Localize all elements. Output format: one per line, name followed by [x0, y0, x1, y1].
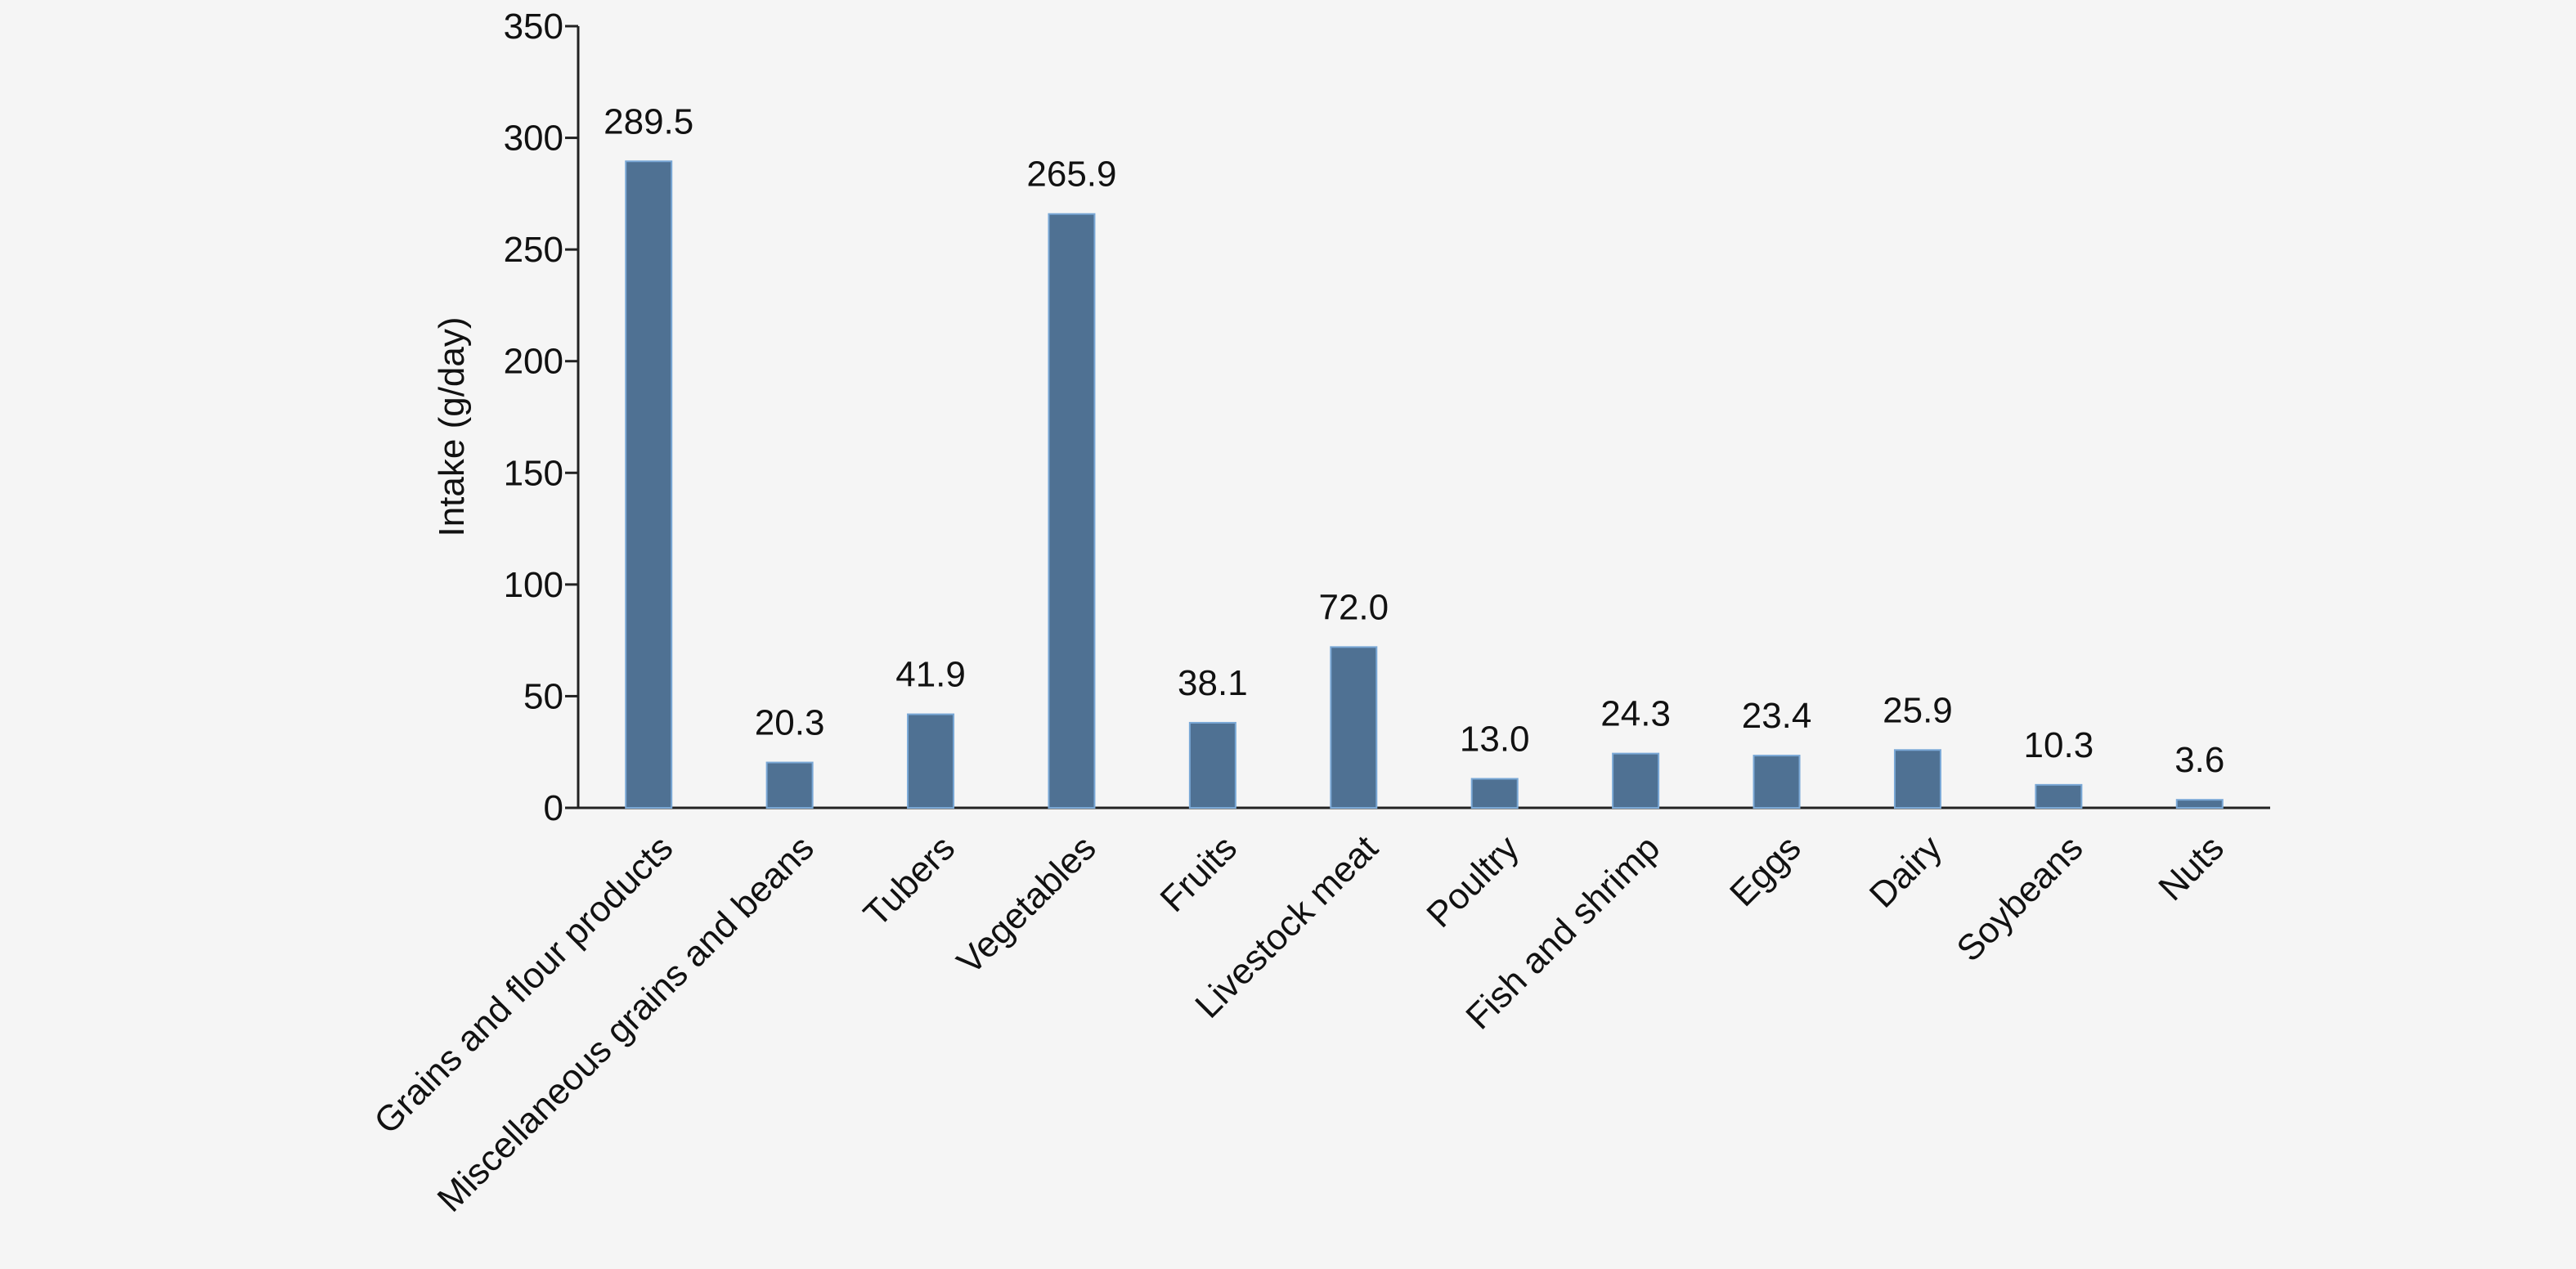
- bar: [1470, 778, 1519, 809]
- bar-value-label: 72.0: [1318, 587, 1389, 627]
- bar-value-label: 25.9: [1883, 690, 1953, 730]
- x-tick-label: Vegetables: [949, 827, 1104, 982]
- bar: [765, 761, 814, 809]
- bar: [1188, 721, 1236, 809]
- y-axis-label: Intake (g/day): [432, 316, 472, 536]
- x-tick-label: Dairy: [1862, 827, 1950, 915]
- bar-value-label: 3.6: [2174, 740, 2224, 780]
- axes-layer: 0 50 100 150 200 250 300 350: [504, 7, 2270, 828]
- y-tick-label: 350: [504, 7, 563, 47]
- bar-value-label: 38.1: [1178, 663, 1248, 703]
- bar-value-label: 13.0: [1460, 719, 1530, 759]
- bars-layer: [625, 160, 2224, 809]
- x-tick-label: Eggs: [1722, 827, 1809, 914]
- bar: [1893, 749, 1941, 809]
- bar-value-label: 265.9: [1026, 155, 1116, 195]
- x-tick-label: Tubers: [856, 827, 963, 934]
- bar-value-label: 24.3: [1600, 694, 1671, 734]
- x-tick-label: Soybeans: [1949, 827, 2090, 969]
- y-tick-label: 50: [523, 676, 563, 716]
- bar-value-label: 289.5: [604, 101, 693, 141]
- bar: [625, 160, 673, 809]
- bar-value-label: 10.3: [2024, 725, 2094, 765]
- bar-value-label: 20.3: [755, 703, 825, 743]
- y-tick-label: 300: [504, 119, 563, 159]
- bar: [2175, 799, 2224, 809]
- bar: [2035, 783, 2083, 809]
- bar: [1612, 752, 1660, 809]
- bar: [1048, 213, 1096, 809]
- bar-value-label: 23.4: [1742, 696, 1812, 736]
- bar-value-label: 41.9: [895, 655, 966, 695]
- x-tick-label: Nuts: [2151, 827, 2232, 908]
- y-tick-label: 150: [504, 453, 563, 493]
- y-tick-label: 100: [504, 565, 563, 605]
- bar: [1752, 755, 1801, 809]
- y-tick-label: 250: [504, 230, 563, 270]
- x-tick-label: Fruits: [1153, 827, 1245, 919]
- x-tick-label: Grains and flour products: [366, 827, 680, 1141]
- y-tick-label: 200: [504, 342, 563, 382]
- bar: [907, 713, 955, 809]
- x-tick-label: Poultry: [1419, 827, 1526, 935]
- y-tick-label: 0: [544, 788, 563, 828]
- bar: [1330, 646, 1378, 809]
